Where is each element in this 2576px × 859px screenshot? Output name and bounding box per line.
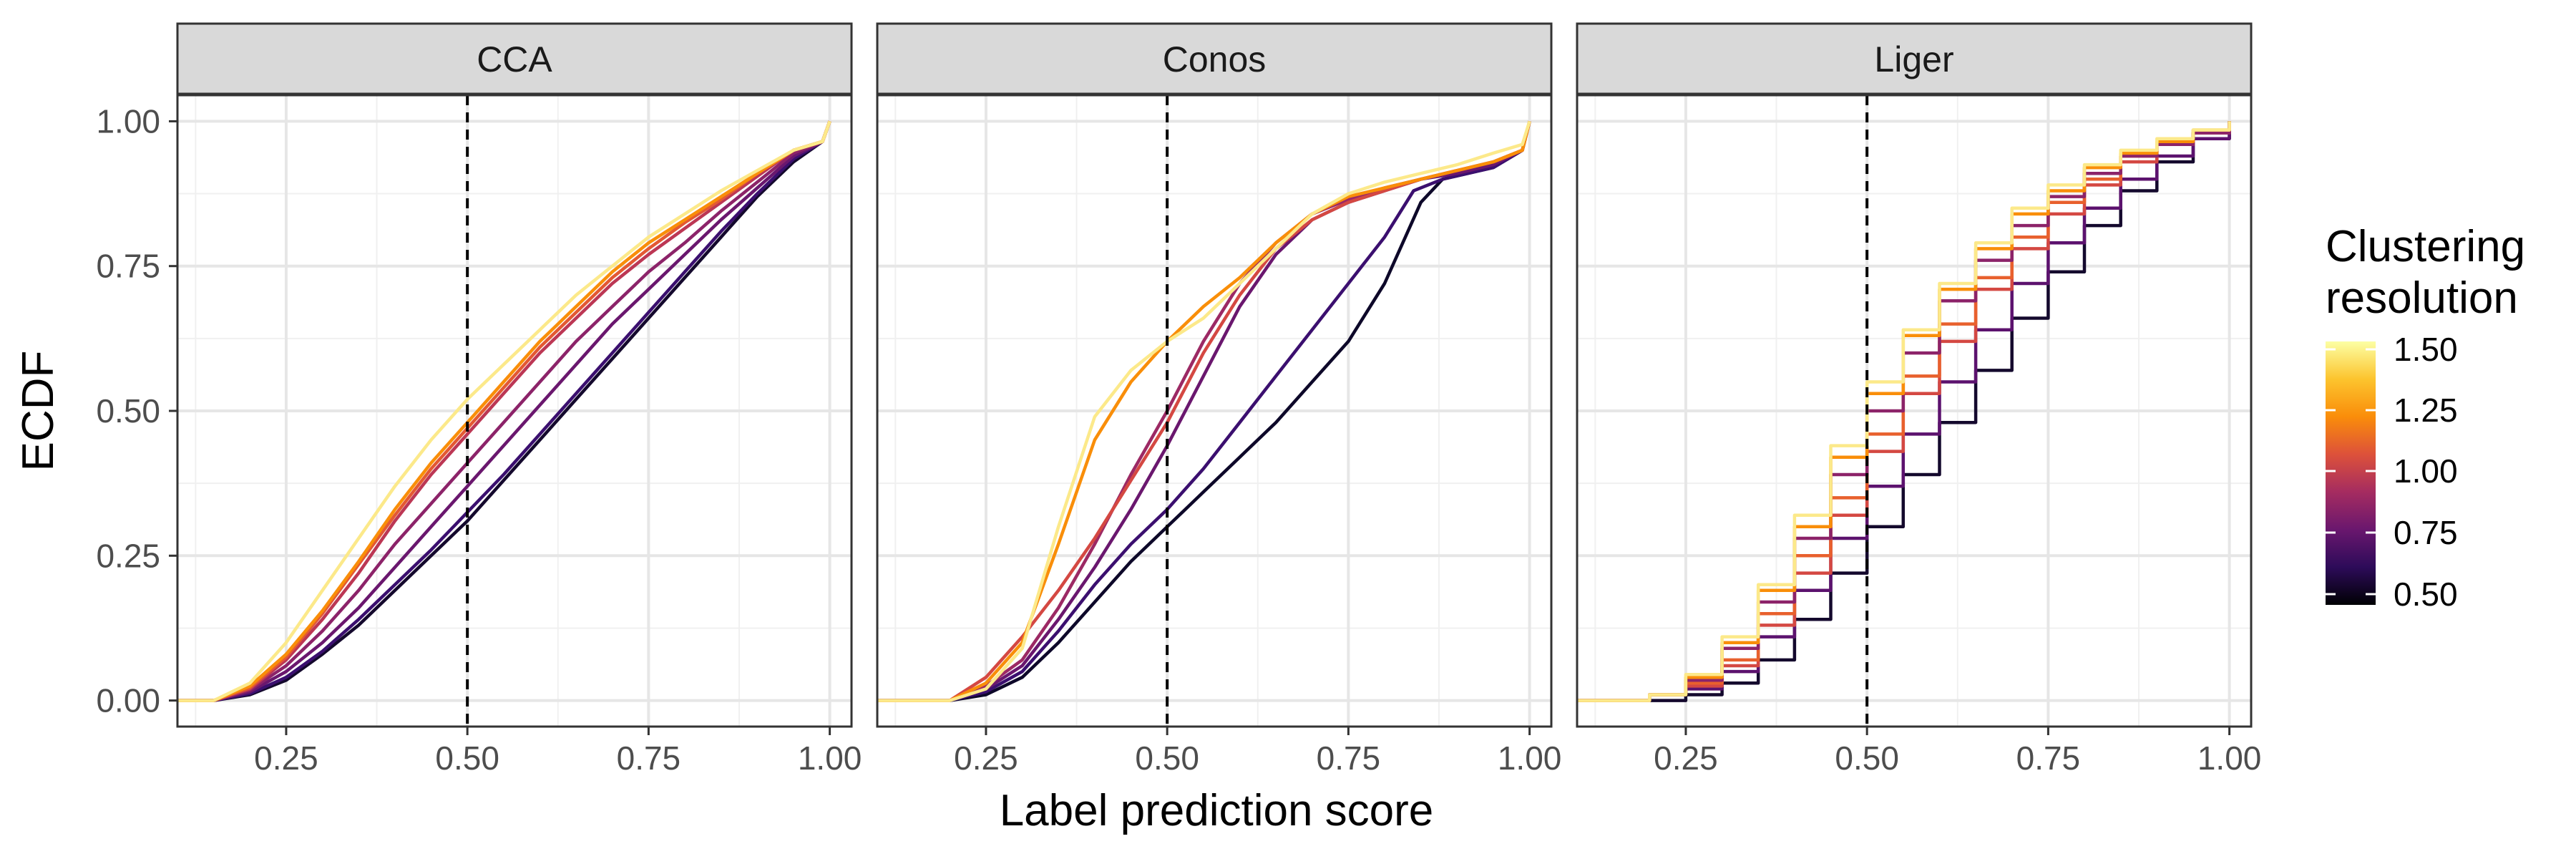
ecdf-line-res-0-5 bbox=[1577, 121, 2231, 702]
ecdf-line-res-1-5 bbox=[877, 120, 1531, 702]
facet-panel-cca: CCA 0.25 0.50 0.75 1.00 0.00 0.25 0.50 0.75 1.00 bbox=[96, 22, 862, 777]
legend-colorbar bbox=[2326, 341, 2376, 605]
x-axis-title: Label prediction score bbox=[1000, 786, 1434, 835]
ecdf-line-res-0-5 bbox=[177, 120, 831, 702]
x-tick-label: 0.75 bbox=[617, 739, 681, 777]
y-tick-label: 0.25 bbox=[96, 537, 160, 574]
ecdf-line-res-0-75 bbox=[877, 120, 1531, 702]
ecdf-line-res-1-25 bbox=[877, 120, 1531, 702]
legend-label: 1.50 bbox=[2394, 331, 2458, 368]
x-tick-label: 0.75 bbox=[2016, 739, 2081, 777]
legend-label: 0.75 bbox=[2394, 514, 2458, 551]
facet-strip-label: CCA bbox=[477, 39, 552, 79]
ecdf-line-res-0-8 bbox=[177, 120, 831, 702]
y-tick-label: 0.75 bbox=[96, 248, 160, 285]
x-tick-label: 0.50 bbox=[1135, 739, 1199, 777]
ecdf-line-res-0-6 bbox=[177, 120, 831, 702]
x-tick-label: 0.50 bbox=[1835, 739, 1899, 777]
y-axis-title: ECDF bbox=[14, 351, 63, 472]
axes: Label prediction score ECDF bbox=[14, 351, 1433, 835]
x-tick-label: 1.00 bbox=[1498, 739, 1562, 777]
legend-labels: 1.50 1.25 1.00 0.75 0.50 bbox=[2326, 331, 2458, 613]
x-tick-label: 0.25 bbox=[254, 739, 318, 777]
facet-panel-liger: Liger 0.25 0.50 0.75 1.00 bbox=[1576, 22, 2262, 777]
y-tick-label: 1.00 bbox=[96, 102, 160, 140]
legend-label: 1.25 bbox=[2394, 392, 2458, 429]
ecdf-line-res-1-5 bbox=[177, 120, 831, 702]
panel-border bbox=[876, 94, 1553, 728]
x-tick-label: 1.00 bbox=[2197, 739, 2262, 777]
panel-border bbox=[1576, 94, 2253, 728]
legend-title-line2: resolution bbox=[2326, 273, 2518, 323]
color-legend: Clustering resolution 1.50 1.25 1.00 0.75 0.… bbox=[2326, 222, 2525, 613]
y-tick-label: 0.50 bbox=[96, 392, 160, 430]
ecdf-line-res-0-7 bbox=[177, 120, 831, 702]
y-tick-label: 0.00 bbox=[96, 682, 160, 719]
x-tick-label: 0.25 bbox=[1654, 739, 1718, 777]
ecdf-line-res-1 bbox=[177, 120, 831, 702]
x-tick-label: 0.25 bbox=[954, 739, 1018, 777]
x-tick-label: 0.75 bbox=[1317, 739, 1381, 777]
ecdf-line-res-1-25 bbox=[177, 120, 831, 702]
x-tick-label: 1.00 bbox=[798, 739, 862, 777]
x-tick-label: 0.50 bbox=[435, 739, 499, 777]
facet-strip-label: Conos bbox=[1163, 39, 1267, 79]
ecdf-line-res-1-5 bbox=[1577, 121, 2231, 702]
facet-strip bbox=[176, 22, 853, 95]
facet-strip bbox=[1576, 22, 2253, 95]
ecdf-line-res-0-6 bbox=[877, 120, 1531, 702]
legend-label: 1.00 bbox=[2394, 452, 2458, 490]
legend-label: 0.50 bbox=[2394, 576, 2458, 613]
legend-title-line1: Clustering bbox=[2326, 222, 2525, 271]
facet-panel-conos: Conos 0.25 0.50 0.75 1.00 bbox=[876, 22, 1562, 777]
facet-strip bbox=[876, 22, 1553, 95]
facet-strip-label: Liger bbox=[1874, 39, 1953, 79]
